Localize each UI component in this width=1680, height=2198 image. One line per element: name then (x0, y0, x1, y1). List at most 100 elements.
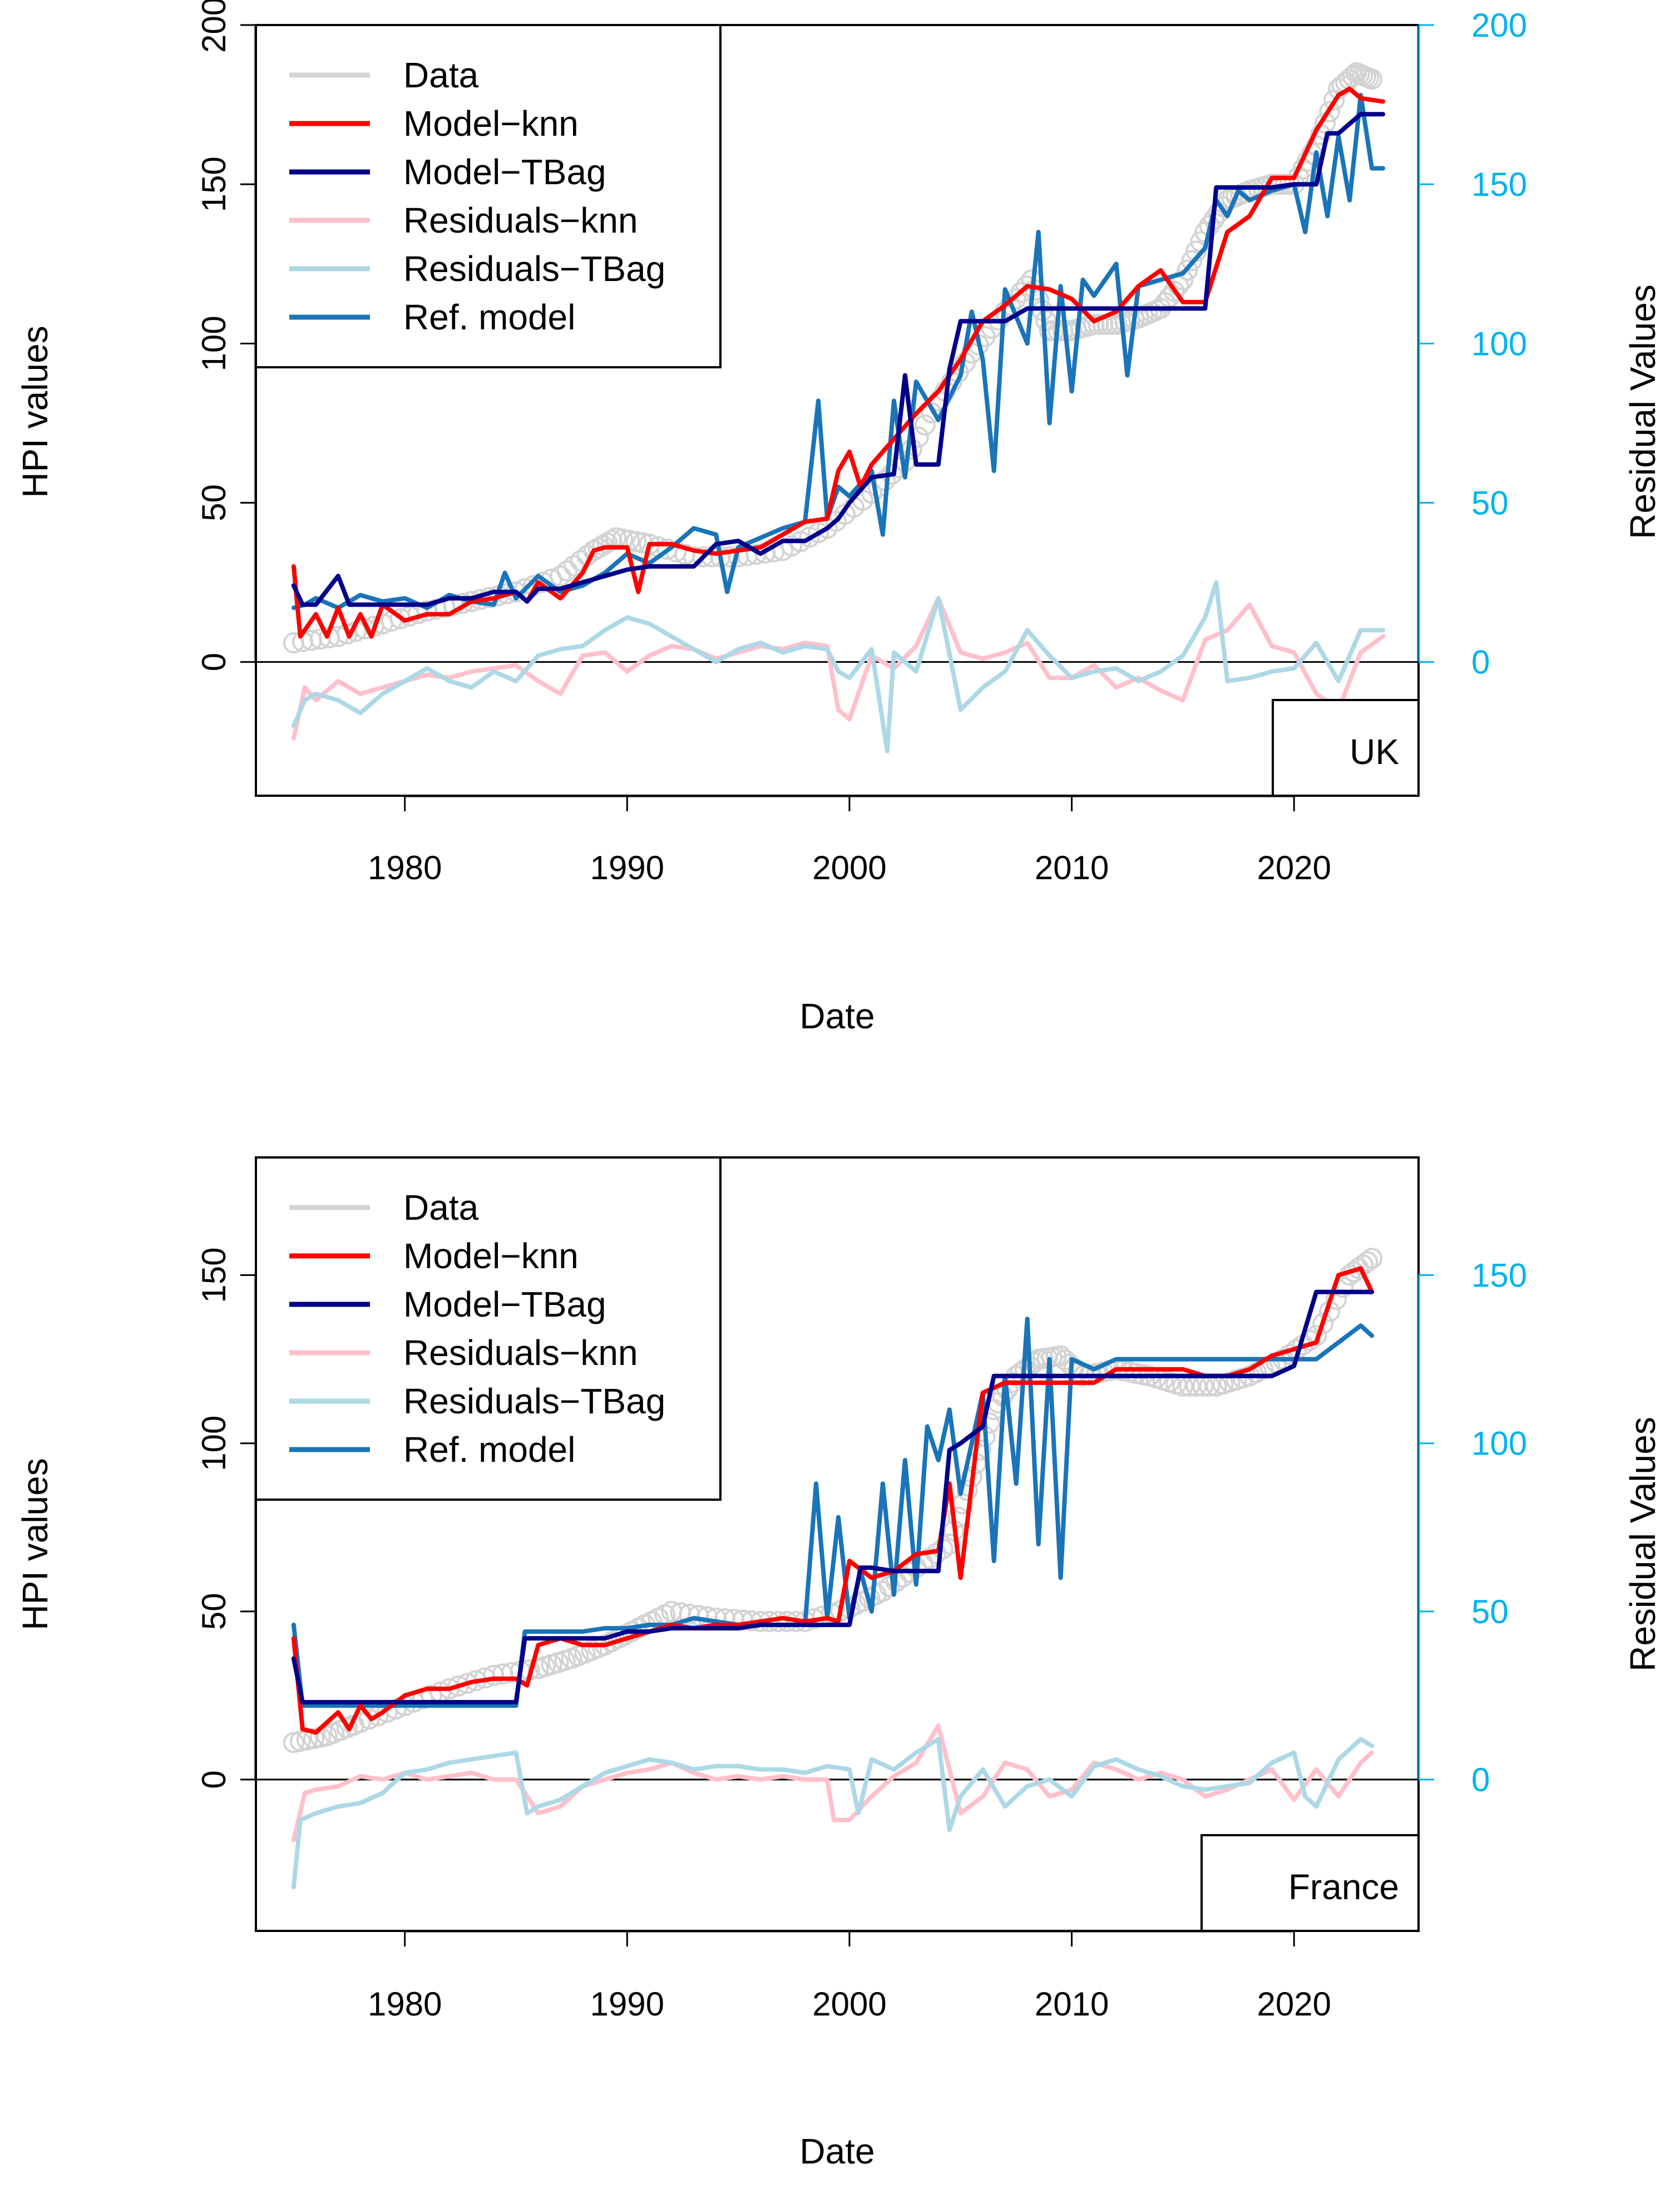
series-line-model-knn (291, 1266, 1375, 1735)
y-axis-right: 0 50 100 150 200 (1418, 7, 1527, 681)
data-point (1312, 1313, 1334, 1334)
x-tick-label: 2000 (812, 849, 886, 886)
legend-item: Model−TBag (289, 152, 606, 192)
x-tick-label: 2020 (1257, 849, 1331, 886)
legend-label: Ref. model (403, 297, 575, 337)
series-line-model-tbag (291, 1289, 1375, 1704)
y-tick-label-left: 150 (195, 1247, 233, 1303)
legend-label: Residuals−knn (403, 1333, 638, 1373)
y-tick-label-left: 200 (195, 0, 233, 53)
y-axis-left: 0 50 100 150 200 (195, 0, 256, 671)
series-line-ref-model (291, 1317, 1375, 1708)
series-line-residuals-tbag (291, 580, 1386, 753)
data-point (563, 555, 585, 576)
y-tick-label-right: 0 (1471, 644, 1490, 681)
data-point (1361, 68, 1383, 90)
x-tick-label: 2020 (1257, 1985, 1331, 2023)
legend-label: Data (403, 1187, 479, 1228)
series-group (283, 1248, 1383, 1890)
x-tick-label: 2000 (812, 1985, 886, 2023)
panel-label-box: France (1200, 1834, 1420, 1932)
y-tick-label-left: 100 (195, 1416, 233, 1471)
y-tick-label-left: 150 (195, 156, 233, 212)
y-tick-label-left: 0 (195, 653, 233, 671)
data-point (1306, 1325, 1327, 1347)
chart-panel-france: 1980 1990 2000 2010 2020 0 50 100 150 0 50 100 150… (15, 1156, 1663, 2171)
legend-box (255, 1156, 722, 1501)
panel-label-box: UK (1272, 699, 1420, 797)
data-point (914, 414, 936, 436)
series-line-ref-model (291, 92, 1386, 610)
x-axis-title: Date (799, 996, 874, 1036)
data-point (1319, 101, 1341, 122)
y-axis-right: 0 50 100 150 (1418, 1257, 1527, 1798)
series-line-residuals-tbag (291, 1737, 1375, 1890)
y-axis-title-left: HPI values (15, 326, 55, 497)
series-line-residuals-knn (291, 596, 1386, 741)
x-tick-label: 2010 (1035, 1985, 1109, 2023)
x-tick-label: 1990 (590, 1985, 664, 2023)
x-tick-label: 2010 (1035, 849, 1109, 886)
y-tick-label-right: 50 (1471, 484, 1509, 521)
x-tick-label: 1990 (590, 849, 664, 886)
y-tick-label-right: 100 (1471, 1425, 1527, 1462)
data-point (956, 1480, 978, 1501)
y-tick-label-right: 50 (1471, 1593, 1509, 1630)
legend-item: Residuals−TBag (289, 1381, 665, 1421)
data-point (1181, 250, 1203, 272)
x-tick-label: 1980 (368, 1985, 442, 2023)
legend-item: Model−knn (289, 104, 579, 144)
legend-item: Model−TBag (289, 1284, 606, 1324)
panel-label: UK (1350, 732, 1399, 772)
legend-label: Residuals−TBag (403, 249, 665, 289)
legend-label: Model−knn (403, 104, 579, 144)
data-point (1000, 294, 1021, 316)
legend-box (255, 24, 722, 368)
y-tick-label-left: 0 (195, 1770, 233, 1788)
legend-label: Data (403, 55, 479, 95)
y-tick-label-right: 200 (1471, 7, 1527, 44)
legend-item: Data (289, 1187, 479, 1228)
y-axis-title-left: HPI values (15, 1458, 55, 1630)
legend-item: Residuals−knn (289, 200, 638, 240)
y-tick-label-left: 50 (195, 1593, 233, 1630)
legend: Data Model−knn Model−TBag Residuals−knn … (255, 1156, 722, 1501)
legend-item: Model−knn (289, 1236, 579, 1276)
legend-label: Model−knn (403, 1236, 579, 1276)
y-tick-label-right: 150 (1471, 1257, 1527, 1294)
data-point (1357, 1251, 1378, 1273)
y-axis-title-right: Residual Values (1623, 1417, 1663, 1672)
x-axis-title: Date (799, 2131, 874, 2171)
data-point (692, 546, 714, 568)
y-tick-label-right: 0 (1471, 1761, 1490, 1798)
x-tick-label: 1980 (368, 849, 442, 886)
legend-item: Residuals−knn (289, 1333, 638, 1373)
data-point (601, 530, 622, 551)
panel-label-frame (1272, 699, 1420, 797)
legend-item: Ref. model (289, 1430, 575, 1470)
y-tick-label-left: 50 (195, 484, 233, 521)
panel-label: France (1288, 1867, 1399, 1907)
data-point (550, 565, 571, 587)
legend-label: Residuals−knn (403, 200, 638, 240)
series-line-model-knn (291, 86, 1386, 639)
legend-label: Model−TBag (403, 152, 606, 192)
data-point (556, 560, 578, 581)
x-axis: 1980 1990 2000 2010 2020 (368, 795, 1331, 886)
y-tick-label-right: 100 (1471, 325, 1527, 362)
data-point (358, 1708, 380, 1730)
chart-panel-uk: 1980 1990 2000 2010 2020 0 50 100 150 200 0 50 100… (15, 0, 1663, 1036)
legend: Data Model−knn Model−TBag Residuals−knn … (255, 24, 722, 368)
legend-label: Ref. model (403, 1430, 575, 1470)
panel-label-frame (1200, 1834, 1420, 1932)
data-point (1361, 1248, 1383, 1269)
y-axis-title-right: Residual Values (1623, 284, 1663, 539)
series-line-model-tbag (291, 112, 1386, 607)
legend-label: Model−TBag (403, 1284, 606, 1324)
legend-label: Residuals−TBag (403, 1381, 665, 1421)
data-point (1177, 259, 1198, 281)
legend-item: Residuals−TBag (289, 249, 665, 289)
y-tick-label-left: 100 (195, 316, 233, 371)
